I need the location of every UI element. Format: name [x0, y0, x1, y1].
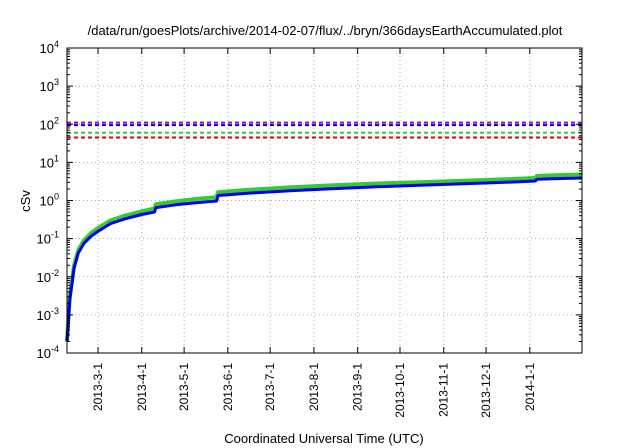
series-line	[65, 172, 583, 342]
x-tick-label: 2013-5-1	[177, 363, 191, 411]
x-tick-label: 2013-12-1	[479, 363, 493, 418]
x-tick-label: 2013-7-1	[263, 363, 277, 411]
y-tick-label: 10-2	[37, 268, 59, 285]
y-tick-label: 104	[40, 39, 59, 56]
plot-frame	[66, 47, 583, 354]
x-tick-label: 2013-4-1	[135, 363, 149, 411]
y-tick-label: 10-4	[37, 344, 59, 361]
y-tick-label: 103	[40, 77, 59, 94]
x-tick-label: 2013-6-1	[221, 363, 235, 411]
x-tick-label: 2013-11-1	[437, 363, 451, 417]
y-tick-label: 101	[40, 153, 59, 170]
reference-lines	[67, 121, 582, 139]
x-axis: 2013-3-1 2013-4-1 2013-5-1 2013-6-1 2013-7-1…	[91, 48, 537, 418]
x-axis-label: Coordinated Universal Time (UTC)	[224, 431, 423, 446]
x-tick-label: 2014-1-1	[523, 363, 537, 411]
y-axis: 10-4 10-3 10-2 10-1 100 101 102 103 104	[37, 39, 582, 361]
x-tick-label: 2013-10-1	[393, 363, 407, 418]
series-lines	[65, 172, 583, 342]
series-line	[65, 176, 583, 342]
y-axis-label: cSv	[18, 190, 33, 212]
grid	[67, 48, 582, 353]
y-tick-label: 102	[40, 115, 59, 132]
x-tick-label: 2013-3-1	[91, 363, 105, 411]
x-tick-label: 2013-9-1	[351, 363, 365, 411]
y-tick-label: 10-3	[37, 306, 59, 323]
y-tick-label: 100	[40, 192, 59, 209]
y-tick-label: 10-1	[37, 230, 59, 247]
x-tick-label: 2013-8-1	[307, 363, 321, 411]
chart-title: /data/run/goesPlots/archive/2014-02-07/f…	[88, 23, 563, 38]
